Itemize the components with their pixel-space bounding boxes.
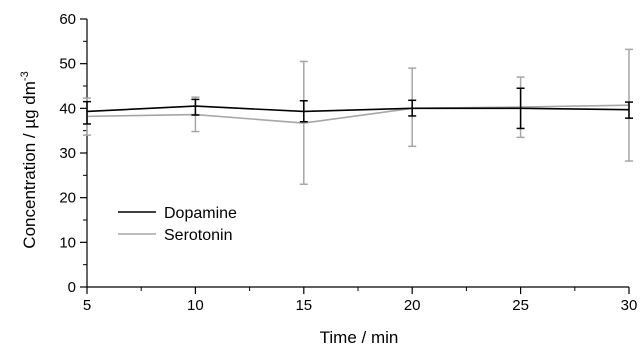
y-tick-label: 50: [59, 56, 76, 73]
x-axis-title: Time / min: [320, 328, 399, 347]
series-layer: [83, 48, 633, 186]
series-line-serotonin: [86, 104, 630, 124]
series-dopamine: [83, 87, 633, 130]
legend: Dopamine Serotonin: [118, 205, 237, 244]
series-line-dopamine: [86, 105, 630, 113]
legend-label-serotonin: Serotonin: [164, 227, 233, 244]
legend-label-dopamine: Dopamine: [164, 205, 237, 222]
series-serotonin: [83, 48, 633, 186]
x-tick-label: 15: [295, 297, 312, 314]
y-tick-label: 40: [59, 100, 76, 117]
x-axis-ticks: 5 10 15 20 25 30: [83, 287, 638, 314]
y-axis-ticks: 0 10 20 30 40 50 60: [59, 11, 87, 296]
x-tick-label: 25: [512, 297, 529, 314]
y-tick-label: 30: [59, 145, 76, 162]
y-tick-label: 0: [68, 279, 76, 296]
y-axis-title-superscript: -3: [19, 71, 31, 81]
x-tick-label: 30: [621, 297, 638, 314]
y-axis-title-text: Concentration / µg dm: [20, 81, 39, 249]
y-tick-label: 20: [59, 190, 76, 207]
x-tick-label: 20: [404, 297, 421, 314]
x-tick-label: 5: [83, 297, 91, 314]
y-tick-label: 10: [59, 234, 76, 251]
y-tick-label: 60: [59, 11, 76, 28]
axes: [86, 19, 629, 288]
y-axis-title: Concentration / µg dm-3: [19, 71, 39, 248]
x-tick-label: 10: [187, 297, 204, 314]
